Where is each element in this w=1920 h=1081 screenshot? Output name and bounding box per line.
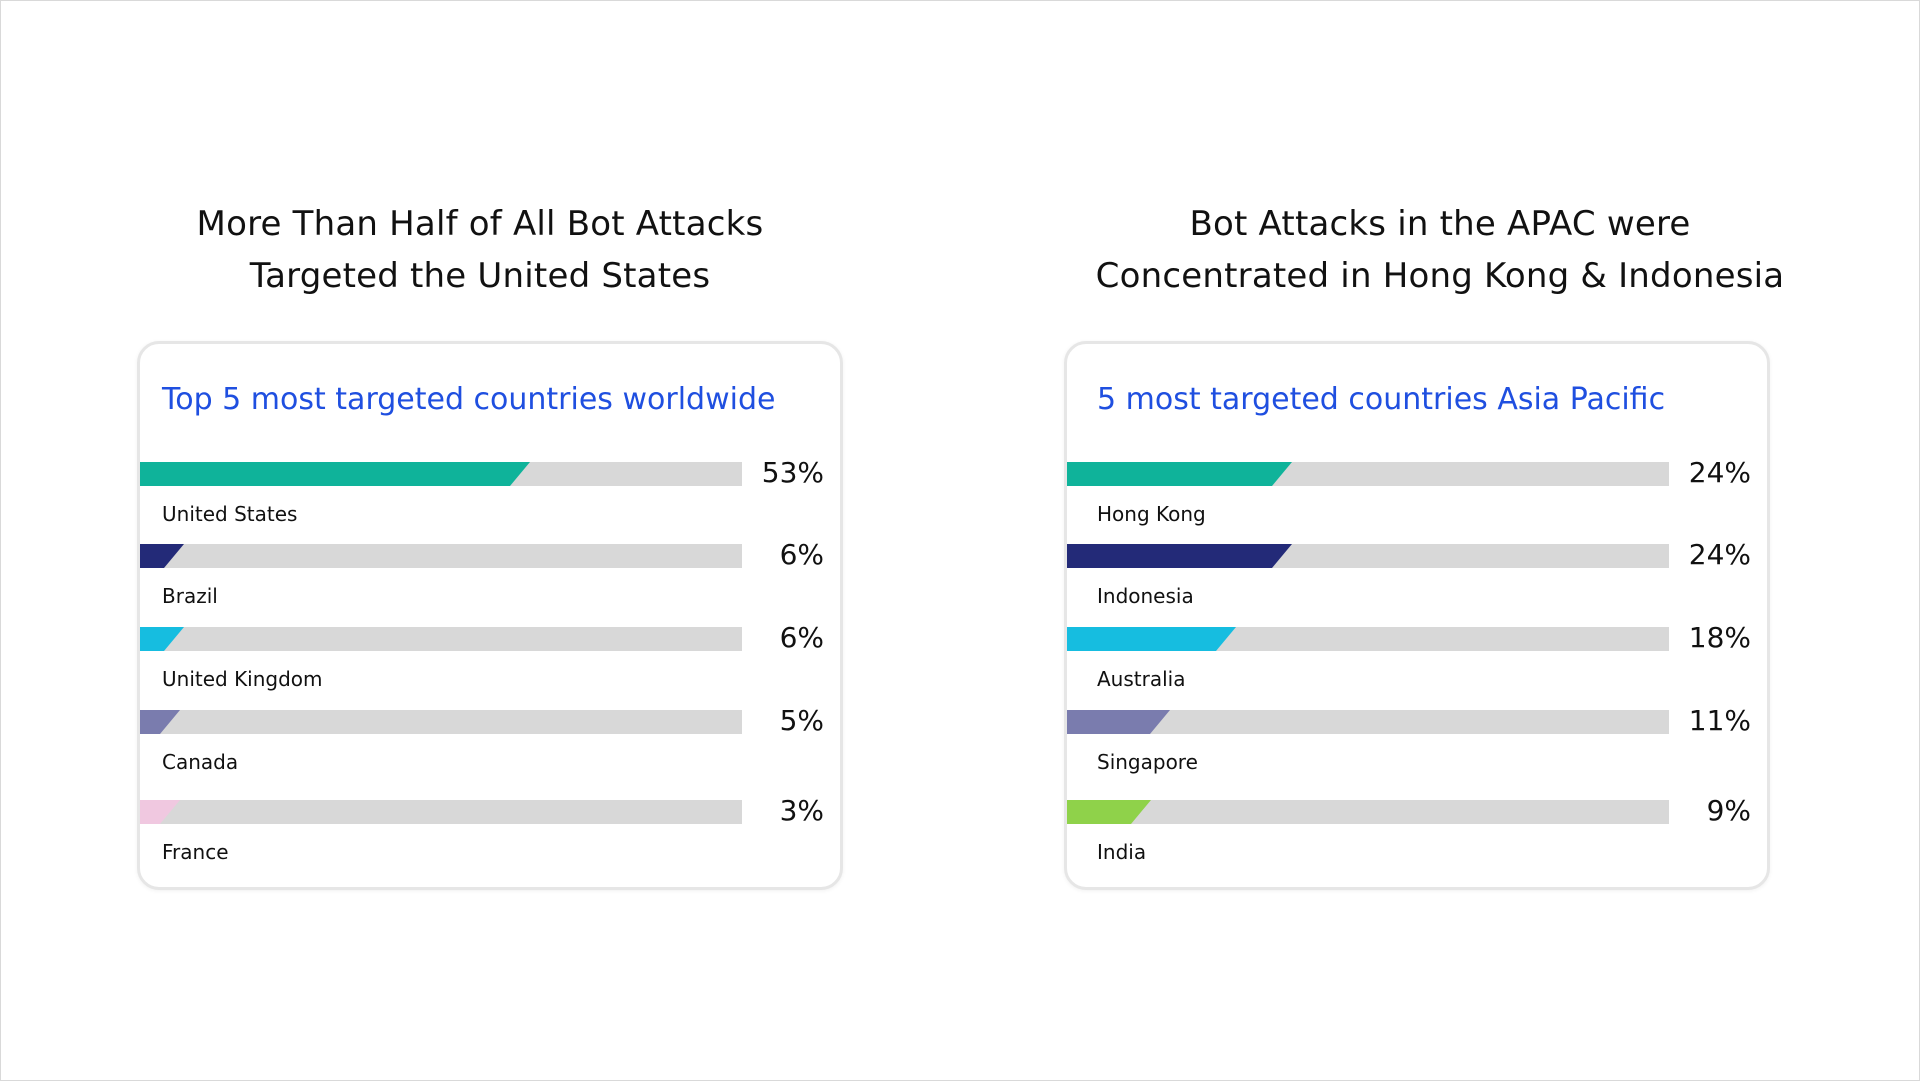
bar-track [140, 462, 742, 486]
value-label: 11% [1688, 704, 1751, 737]
bar-track [1067, 462, 1669, 486]
value-label: 6% [779, 621, 824, 654]
bar-fill [1067, 710, 1170, 734]
bar-fill [140, 627, 184, 651]
value-label: 9% [1706, 794, 1751, 827]
value-label: 6% [779, 538, 824, 571]
value-label: 3% [779, 794, 824, 827]
bar-track [1067, 627, 1669, 651]
heading-line-1: Bot Attacks in the APAC were [1189, 204, 1691, 244]
bar-track [1067, 710, 1669, 734]
chart-panel-apac: Bot Attacks in the APAC were Concentrate… [960, 0, 1920, 1081]
bar-track [1067, 800, 1669, 824]
bar-fill [1067, 800, 1151, 824]
bar-track [140, 710, 742, 734]
card-title: 5 most targeted countries Asia Pacific [1097, 382, 1666, 417]
chart-card: 5 most targeted countries Asia Pacific 2… [1064, 341, 1770, 890]
bar-row: 6% United Kingdom [140, 621, 840, 707]
bar-row: 24% Indonesia [1067, 538, 1767, 624]
bar-row: 18% Australia [1067, 621, 1767, 707]
heading-line-2: Targeted the United States [249, 256, 711, 296]
bar-fill [140, 710, 180, 734]
bar-fill [1067, 627, 1236, 651]
bar-track [140, 627, 742, 651]
bar-fill [140, 462, 530, 486]
value-label: 5% [779, 704, 824, 737]
category-label: Indonesia [1097, 584, 1194, 608]
bar-fill [140, 800, 180, 824]
chart-panel-worldwide: More Than Half of All Bot Attacks Target… [0, 198, 960, 890]
heading-line-2: Concentrated in Hong Kong & Indonesia [1095, 256, 1785, 296]
chart-heading: More Than Half of All Bot Attacks Target… [0, 198, 960, 302]
bar-row: 24% Hong Kong [1067, 456, 1767, 542]
category-label: Canada [162, 750, 239, 774]
bar-row: 11% Singapore [1067, 704, 1767, 790]
chart-heading: Bot Attacks in the APAC were Concentrate… [960, 198, 1920, 302]
bar-track [1067, 544, 1669, 568]
heading-line-1: More Than Half of All Bot Attacks [196, 204, 764, 244]
category-label: United States [162, 502, 298, 526]
category-label: Brazil [162, 584, 218, 608]
value-label: 24% [1688, 456, 1751, 489]
value-label: 18% [1688, 621, 1751, 654]
bar-track [140, 544, 742, 568]
bar-row: 53% United States [140, 456, 840, 542]
category-label: United Kingdom [162, 667, 323, 691]
value-label: 53% [761, 456, 824, 489]
category-label: Singapore [1097, 750, 1198, 774]
bar-row: 5% Canada [140, 704, 840, 790]
bar-row: 9% India [1067, 794, 1767, 880]
bar-fill [1067, 544, 1292, 568]
value-label: 24% [1688, 538, 1751, 571]
bar-row: 6% Brazil [140, 538, 840, 624]
bar-fill [1067, 462, 1292, 486]
chart-card: Top 5 most targeted countries worldwide … [137, 341, 843, 890]
category-label: Hong Kong [1097, 502, 1206, 526]
category-label: India [1097, 840, 1147, 864]
bar-fill [140, 544, 184, 568]
category-label: France [162, 840, 229, 864]
bar-row: 3% France [140, 794, 840, 880]
category-label: Australia [1097, 667, 1186, 691]
card-title: Top 5 most targeted countries worldwide [162, 382, 776, 417]
bar-track [140, 800, 742, 824]
